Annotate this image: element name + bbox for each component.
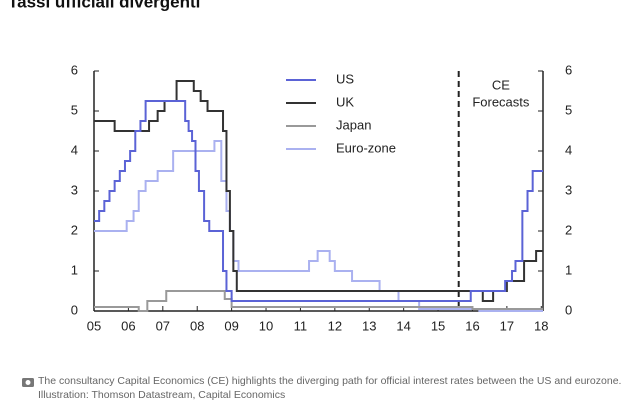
y2-tick-label: 5 xyxy=(565,102,572,117)
caption: The consultancy Capital Economics (CE) h… xyxy=(38,375,622,400)
y2-tick-label: 0 xyxy=(565,302,572,317)
legend-label: US xyxy=(336,71,354,86)
y-tick-label: 1 xyxy=(71,262,78,277)
y2-tick-label: 2 xyxy=(565,222,572,237)
y-tick-label: 6 xyxy=(71,62,78,77)
y2-tick-label: 6 xyxy=(565,62,572,77)
annotation: Forecasts xyxy=(472,94,530,109)
series-line xyxy=(94,140,543,312)
x-tick-label: 07 xyxy=(156,318,170,333)
series-line xyxy=(94,100,543,302)
caption-box: The consultancy Capital Economics (CE) h… xyxy=(38,375,622,400)
x-tick-label: 13 xyxy=(362,318,376,333)
x-tick-label: 09 xyxy=(224,318,238,333)
x-tick-label: 11 xyxy=(294,318,308,333)
y2-tick-label: 1 xyxy=(565,262,572,277)
series-line xyxy=(94,80,543,302)
y2-tick-label: 3 xyxy=(565,182,572,197)
legend-label: Euro-zone xyxy=(336,140,396,155)
x-tick-label: 10 xyxy=(259,318,273,333)
y-tick-label: 3 xyxy=(71,182,78,197)
x-tick-label: 15 xyxy=(431,318,445,333)
legend-label: UK xyxy=(336,94,354,109)
x-tick-label: 17 xyxy=(500,318,514,333)
y-tick-label: 2 xyxy=(71,222,78,237)
y-tick-label: 0 xyxy=(71,302,78,317)
camera-icon xyxy=(22,378,34,387)
x-tick-label: 05 xyxy=(87,318,101,333)
x-tick-label: 08 xyxy=(190,318,204,333)
annotation: CE xyxy=(492,77,510,92)
y-tick-label: 5 xyxy=(71,102,78,117)
y2-tick-label: 4 xyxy=(565,142,572,157)
legend-label: Japan xyxy=(336,117,371,132)
x-tick-label: 16 xyxy=(465,318,479,333)
chart-title: Tassi ufficiali divergenti xyxy=(8,0,200,11)
y-tick-label: 4 xyxy=(71,142,78,157)
x-tick-label: 14 xyxy=(396,318,410,333)
x-tick-label: 12 xyxy=(328,318,342,333)
x-tick-label: 06 xyxy=(121,318,135,333)
series-line xyxy=(94,290,543,312)
x-tick-label: 18 xyxy=(534,318,548,333)
